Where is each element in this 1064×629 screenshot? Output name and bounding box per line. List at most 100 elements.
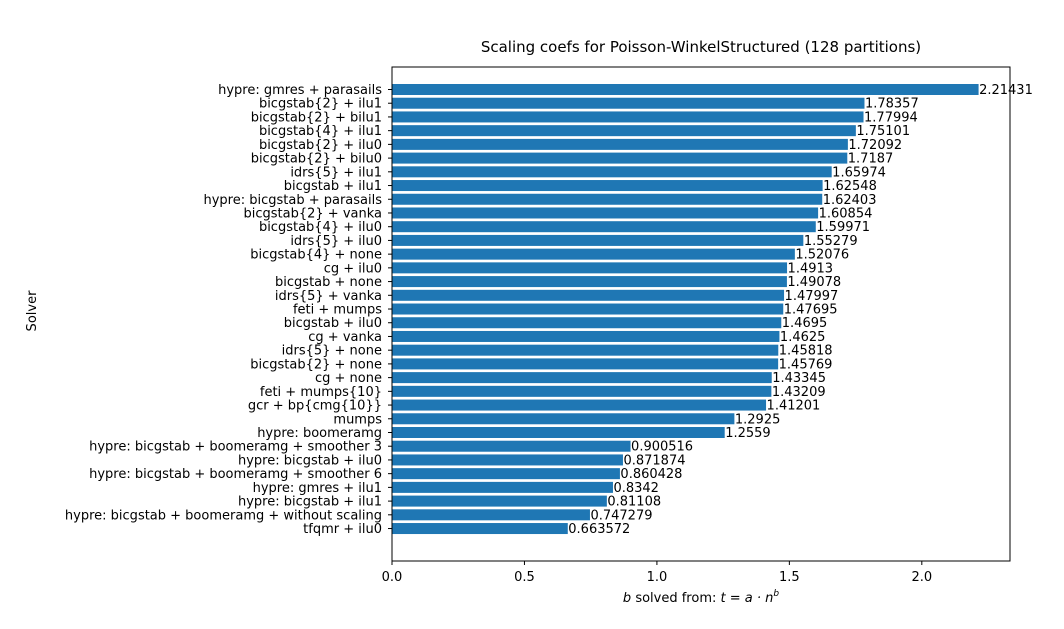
bar	[392, 221, 816, 233]
category-label: bicgstab{2} + ilu1	[259, 97, 382, 112]
category-label: hypre: bicgstab + boomeramg + without sc…	[65, 508, 382, 523]
bar	[392, 468, 620, 480]
value-label: 1.62548	[823, 179, 877, 194]
value-label: 0.81108	[607, 495, 661, 510]
chart-title: Scaling coefs for Poisson-WinkelStructur…	[481, 38, 921, 56]
category-label: hypre: bicgstab + parasails	[203, 193, 382, 208]
bar	[392, 344, 779, 356]
category-label: tfqmr + ilu0	[303, 522, 382, 537]
category-label: bicgstab{4} + ilu1	[259, 124, 382, 139]
x-tick-label: 0.5	[514, 570, 535, 585]
category-label: idrs{5} + ilu1	[290, 165, 382, 180]
category-label: bicgstab{2} + bilu1	[251, 110, 382, 125]
value-label: 1.52076	[795, 248, 849, 263]
bar	[392, 97, 865, 109]
bar	[392, 413, 735, 425]
value-labels-group: 2.21431 1.783571.779941.751011.720921.718…	[568, 83, 1033, 537]
x-tick-label: 0.0	[382, 570, 403, 585]
bar	[392, 399, 767, 411]
category-label: hypre: bicgstab + ilu1	[238, 495, 382, 510]
category-label: cg + ilu0	[324, 261, 382, 276]
value-label: 1.72092	[848, 138, 902, 153]
category-label: feti + mumps	[293, 303, 382, 318]
bar	[392, 262, 788, 274]
bar	[392, 440, 631, 452]
value-label: 1.59971	[816, 220, 870, 235]
value-label: 1.4625	[780, 330, 826, 345]
bar	[392, 193, 823, 205]
value-label: 1.65974	[832, 165, 886, 180]
bar	[392, 248, 795, 260]
category-label: cg + none	[315, 371, 382, 386]
x-tick-label: 1.5	[779, 570, 800, 585]
value-label: 1.60854	[819, 206, 873, 221]
category-label: hypre: bicgstab + ilu0	[238, 453, 382, 468]
category-label: cg + vanka	[308, 330, 382, 345]
value-label: 1.43209	[772, 385, 826, 400]
value-label: 1.7187	[848, 152, 894, 167]
plot-frame	[391, 66, 1011, 562]
category-label: hypre: gmres + ilu1	[253, 481, 382, 496]
value-label: 1.2925	[735, 412, 781, 427]
bar	[392, 303, 784, 315]
category-label: bicgstab + ilu1	[284, 179, 382, 194]
bar	[392, 276, 787, 288]
category-label: gcr + bp{cmg{10}}	[248, 399, 382, 414]
bar	[392, 358, 779, 370]
category-label: bicgstab + none	[275, 275, 382, 290]
bar	[392, 481, 613, 493]
value-label: 0.8342	[613, 481, 659, 496]
x-tick-label: 1.0	[647, 570, 668, 585]
value-label: 0.747279	[590, 508, 652, 523]
value-label: 0.860428	[620, 467, 682, 482]
value-label: 1.43345	[772, 371, 826, 386]
value-label: 1.2559	[725, 426, 771, 441]
category-label: idrs{5} + vanka	[275, 289, 382, 304]
category-label: feti + mumps{10}	[260, 385, 382, 400]
category-label: hypre: gmres + parasails	[218, 83, 382, 98]
category-label: mumps	[333, 412, 382, 427]
value-label: 1.4695	[782, 316, 828, 331]
category-label: bicgstab{2} + bilu0	[251, 152, 382, 167]
category-label: bicgstab{2} + ilu0	[259, 138, 382, 153]
value-label: 1.77994	[864, 110, 918, 125]
category-label: hypre: bicgstab + boomeramg + smoother 6	[89, 467, 382, 482]
bar	[392, 152, 848, 164]
value-label: 0.663572	[568, 522, 630, 537]
bar	[392, 207, 819, 219]
value-label: 1.75101	[856, 124, 910, 139]
value-label: 1.47695	[784, 303, 838, 318]
value-label: 1.41201	[767, 399, 821, 414]
value-label: 1.78357	[865, 97, 919, 112]
y-axis-label: Solver	[25, 290, 40, 332]
bar	[392, 84, 979, 95]
bar	[392, 523, 568, 535]
value-label: 1.45769	[779, 357, 833, 372]
value-label: 1.62403	[823, 193, 877, 208]
bar	[392, 495, 607, 507]
value-label: 1.49078	[787, 275, 841, 290]
category-label: bicgstab{4} + ilu0	[259, 220, 382, 235]
bar	[392, 166, 832, 178]
category-label: bicgstab{4} + none	[250, 248, 382, 263]
bar	[392, 317, 782, 329]
bar	[392, 330, 780, 342]
bar	[392, 289, 785, 301]
bar	[392, 180, 823, 192]
x-axis-label: b solved from: t = a · nb	[623, 589, 779, 606]
bar	[392, 234, 804, 246]
value-label: 1.55279	[804, 234, 858, 249]
bar	[392, 138, 848, 150]
x-tick-label: 2.0	[911, 570, 932, 585]
category-label: bicgstab + ilu0	[284, 316, 382, 331]
bar	[392, 509, 590, 521]
category-label: idrs{5} + none	[282, 344, 382, 359]
category-label: hypre: boomeramg	[257, 426, 382, 441]
bar	[392, 454, 623, 466]
category-label: bicgstab{2} + vanka	[244, 206, 383, 221]
category-label: idrs{5} + ilu0	[290, 234, 382, 249]
bar	[392, 372, 772, 384]
bar	[392, 125, 856, 137]
x-ticks-group: 0.0 0.5 1.0 1.5 2.0	[382, 561, 932, 585]
